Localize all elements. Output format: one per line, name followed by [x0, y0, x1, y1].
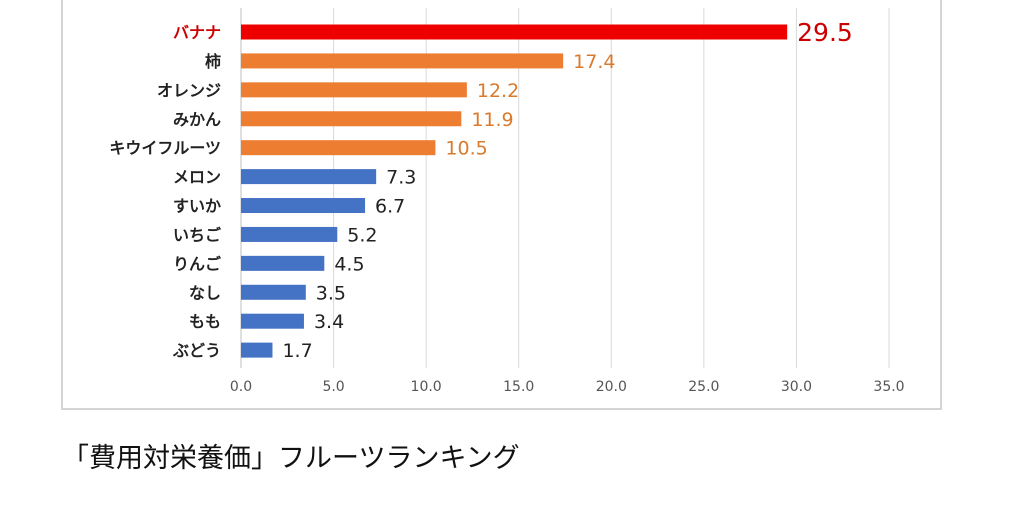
x-tick-label: 30.0: [781, 379, 812, 395]
x-tick-label: 0.0: [230, 379, 252, 395]
category-label: ぶどう: [172, 341, 221, 360]
x-tick-label: 5.0: [322, 379, 344, 395]
bar: [241, 111, 462, 127]
data-label: 12.2: [477, 80, 519, 102]
bar: [241, 24, 788, 40]
data-label: 11.9: [471, 109, 513, 131]
data-label: 6.7: [375, 196, 405, 218]
x-tick-label: 35.0: [873, 379, 904, 395]
x-tick-label: 15.0: [503, 379, 534, 395]
x-tick-label: 20.0: [596, 379, 627, 395]
bar: [241, 169, 377, 185]
data-label: 29.5: [797, 18, 853, 47]
category-label: いちご: [173, 225, 221, 244]
bar: [241, 342, 273, 358]
x-tick-label: 10.0: [411, 379, 442, 395]
data-label: 10.5: [445, 138, 487, 160]
bar: [241, 198, 366, 214]
data-label: 3.4: [314, 311, 344, 333]
data-label: 5.2: [347, 224, 377, 246]
data-label: 7.3: [386, 167, 416, 189]
bar: [241, 226, 338, 242]
data-label: 1.7: [282, 340, 312, 362]
bar: [241, 53, 564, 69]
category-label: メロン: [173, 168, 221, 187]
x-tick-label: 25.0: [688, 379, 719, 395]
category-label: なし: [189, 283, 221, 302]
category-label: もも: [189, 312, 221, 331]
category-label: オレンジ: [157, 81, 221, 100]
category-label: バナナ: [173, 23, 221, 42]
bar: [241, 284, 306, 300]
data-label: 3.5: [316, 282, 346, 304]
category-label: すいか: [173, 197, 221, 216]
data-label: 17.4: [573, 51, 615, 73]
bar: [241, 255, 325, 271]
category-label: りんご: [173, 254, 221, 273]
bar: [241, 313, 304, 329]
bar: [241, 82, 467, 98]
category-label: キウイフルーツ: [109, 139, 221, 158]
category-label: 柿: [205, 52, 221, 71]
chart-caption: 「費用対栄養価」フルーツランキング: [62, 443, 520, 474]
bar-chart: 0.0 5.0 10.0 15.0 20.0 25.0 30.0 35.0 バナナ 29.5 柿 17…: [109, 8, 905, 395]
data-label: 4.5: [334, 253, 364, 275]
category-label: みかん: [173, 110, 221, 129]
bar: [241, 140, 436, 156]
